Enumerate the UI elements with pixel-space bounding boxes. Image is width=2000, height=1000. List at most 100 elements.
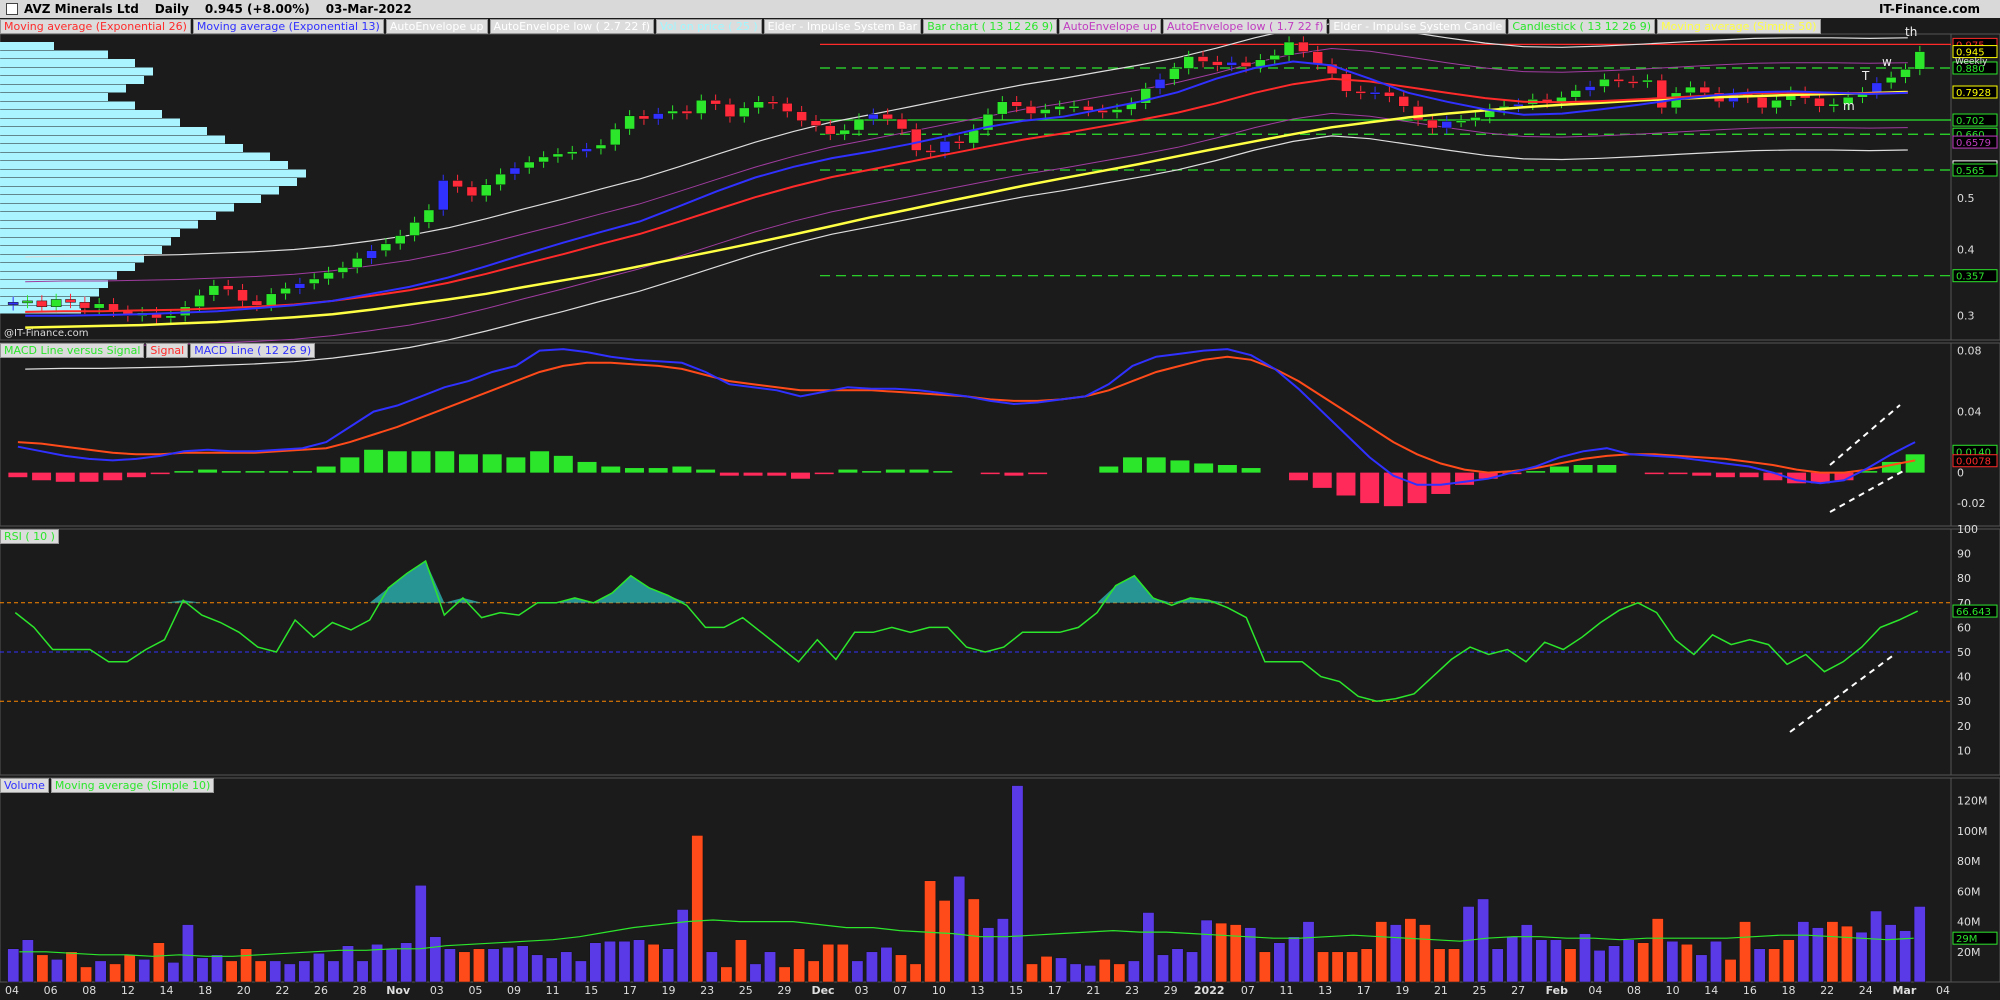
macd-histogram-bar: [530, 451, 550, 473]
volume-bar: [36, 954, 49, 983]
volume-axis-tick: 40M: [1957, 916, 1981, 929]
interval-label[interactable]: Daily: [154, 2, 189, 16]
candle-body: [939, 141, 951, 153]
legend-entry[interactable]: AutoEnvelope low ( 1.7 22 f): [1162, 19, 1328, 34]
volume-bar: [7, 948, 20, 983]
volume-profile-bar: [0, 101, 135, 110]
x-axis-tick: 2022: [1194, 984, 1225, 997]
brand-label: IT-Finance.com: [1878, 2, 1980, 16]
candle-body: [538, 156, 549, 163]
candle-body: [1083, 106, 1094, 111]
legend-entry[interactable]: Bar chart ( 13 12 26 9): [923, 19, 1058, 34]
x-axis-tick: 24: [1859, 984, 1873, 997]
x-axis-tick: Dec: [811, 984, 834, 997]
candle-body: [1197, 56, 1209, 62]
volume-value-label: 29M: [1956, 934, 1977, 945]
legend-entry[interactable]: Moving average (Exponential 13): [192, 19, 384, 34]
volume-bar: [1797, 921, 1810, 983]
volume-bar: [1753, 948, 1766, 983]
candle-body: [1656, 79, 1668, 109]
legend-entry[interactable]: MACD Line ( 12 26 9): [190, 343, 316, 358]
candle-body: [1384, 91, 1395, 97]
last-price: 0.945 (+8.00%): [204, 2, 310, 16]
rsi-axis-tick: 20: [1957, 720, 1971, 733]
x-axis-tick: 22: [1820, 984, 1834, 997]
axis-pane-2: [1950, 528, 2000, 776]
legend-entry[interactable]: Vol on price ( 25 ): [656, 19, 762, 34]
candle-body: [566, 151, 578, 155]
volume-bar: [356, 960, 369, 983]
legend-entry[interactable]: Moving average (Exponential 26): [0, 19, 191, 34]
rsi-axis-tick: 100: [1957, 523, 1978, 536]
macd-histogram-bar: [103, 472, 123, 481]
legend-entry[interactable]: AutoEnvelope up: [385, 19, 488, 34]
macd-histogram-bar: [32, 472, 52, 481]
volume-bar: [123, 954, 136, 983]
macd-histogram-bar: [1905, 454, 1925, 473]
macd-histogram-bar: [1431, 472, 1451, 494]
candle-body: [1914, 51, 1926, 70]
volume-bar: [1215, 922, 1228, 983]
legend-entry[interactable]: Elder - Impulse System Bar: [763, 19, 922, 34]
volume-bar: [1695, 954, 1708, 983]
volume-axis-tick: 100M: [1957, 825, 1988, 838]
macd-histogram-bar: [1715, 472, 1735, 478]
candle-body: [1584, 86, 1596, 91]
volume-bar: [1724, 959, 1737, 983]
volume-bar: [589, 942, 602, 983]
candle-body: [954, 141, 965, 144]
legend-entry[interactable]: Moving average (Simple 10): [50, 778, 215, 793]
volume-bar: [385, 948, 398, 983]
legend-entry[interactable]: AutoEnvelope up: [1059, 19, 1161, 34]
candle-body: [796, 111, 807, 121]
legend-entry[interactable]: MACD Line versus Signal: [0, 343, 145, 358]
x-axis-tick: 07: [893, 984, 907, 997]
candle-body: [265, 293, 277, 306]
candle-body: [480, 184, 492, 197]
candle-body: [696, 99, 707, 114]
volume-profile-bar: [0, 305, 81, 314]
volume-bar: [1113, 963, 1126, 983]
pattern-letter: th: [1905, 25, 1917, 39]
volume-bar: [1244, 927, 1257, 983]
x-axis-tick: 07: [1241, 984, 1255, 997]
x-axis-tick: 21: [1434, 984, 1448, 997]
x-axis-tick: 13: [1318, 984, 1332, 997]
legend-entry[interactable]: AutoEnvelope low ( 2.7 22 f): [489, 19, 655, 34]
legend-entry[interactable]: Moving average (Simple 50): [1657, 19, 1821, 34]
volume-bar: [1186, 951, 1198, 983]
candle-body: [595, 144, 607, 149]
volume-bar: [414, 885, 427, 983]
volume-bar: [1433, 948, 1446, 983]
rsi-axis-tick: 50: [1957, 646, 1971, 659]
candle-body: [79, 302, 91, 309]
candle-body: [1011, 101, 1022, 107]
price-label: 0.6579: [1956, 138, 1991, 149]
candle-body: [1025, 106, 1037, 114]
candle-body: [423, 209, 435, 223]
candle-body: [925, 150, 936, 153]
volume-bar: [1710, 940, 1722, 983]
legend-entry[interactable]: Volume: [0, 778, 49, 793]
volume-bar: [283, 963, 296, 983]
candle-body: [65, 299, 76, 303]
volume-profile-bar: [0, 76, 144, 84]
macd-histogram-bar: [1028, 472, 1048, 475]
legend-entry[interactable]: Signal: [146, 343, 189, 358]
volume-bar: [443, 948, 456, 983]
candle-body: [753, 101, 764, 109]
legend-entry[interactable]: Elder - Impulse System Candle: [1329, 19, 1507, 34]
x-axis-tick: 14: [1704, 984, 1718, 997]
volume-bar: [1579, 933, 1591, 983]
volume-bar: [1564, 948, 1577, 983]
candle-body: [523, 161, 535, 169]
volume-profile-bar: [0, 186, 279, 195]
x-axis-tick: 27: [1511, 984, 1525, 997]
candle-body: [1111, 109, 1123, 113]
candle-body: [911, 128, 922, 151]
candle-body: [509, 167, 521, 175]
macd-histogram-bar: [1644, 472, 1664, 475]
legend-entry[interactable]: RSI ( 10 ): [0, 529, 59, 544]
candle-body: [466, 186, 478, 197]
legend-entry[interactable]: Candlestick ( 13 12 26 9): [1508, 19, 1656, 34]
